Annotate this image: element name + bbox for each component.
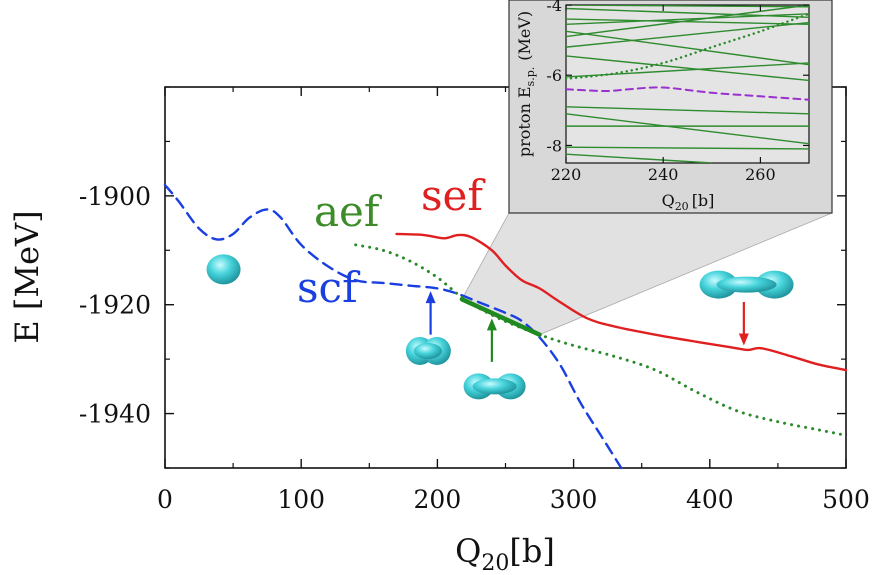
y-tick-label-2: -1900 bbox=[79, 182, 151, 211]
inset-x-title-unit: [b] bbox=[692, 191, 715, 210]
series-scf bbox=[163, 183, 623, 470]
series-transition bbox=[459, 297, 542, 337]
inset-series-dashed-level bbox=[566, 86, 809, 101]
x-tick-label-1: 100 bbox=[277, 485, 325, 514]
x-tick-label-2: 200 bbox=[414, 485, 462, 514]
y-tick-labels: -1940 -1920 -1900 bbox=[79, 182, 151, 429]
inset-x-tick-labels: 220 240 260 bbox=[551, 165, 776, 184]
nucleus-lobe bbox=[206, 254, 241, 285]
x-tick-label-5: 500 bbox=[822, 485, 870, 514]
x-axis-title: Q20[b] bbox=[455, 532, 555, 575]
y-tick-label-1: -1920 bbox=[79, 291, 151, 320]
y-tick-label-0: -1940 bbox=[79, 400, 151, 429]
nucleus-lobe bbox=[413, 342, 442, 359]
inset-level-13 bbox=[566, 153, 712, 163]
inset-y-tick-label-2: -4 bbox=[546, 0, 562, 15]
inset-level-6 bbox=[566, 30, 809, 66]
series-label-aef: aef bbox=[314, 187, 383, 236]
main-plot: 0 100 200 300 400 500 -1940 -1920 -1900 … bbox=[8, 86, 870, 575]
inset-y-axis-title: proton Es.p. (MeV) bbox=[515, 11, 537, 157]
inset-y-title-main: proton E bbox=[515, 86, 534, 157]
inset-level-2 bbox=[566, 18, 809, 26]
x-axis-title-unit: [b] bbox=[509, 532, 554, 570]
inset-tick-marks bbox=[565, 4, 809, 163]
inset-x-tick-label-2: 260 bbox=[745, 165, 776, 184]
inset-x-tick-label-0: 220 bbox=[551, 165, 582, 184]
inset-plot: 220 240 260 -8 -6 -4 Q20 [b] proton Es.p.… bbox=[508, 0, 833, 214]
nucleus-lobe bbox=[716, 276, 777, 293]
annotation-layer bbox=[206, 254, 794, 400]
nucleus-shape-sphere bbox=[206, 254, 241, 285]
series-aef bbox=[354, 243, 848, 437]
inset-x-title-main: Q bbox=[662, 191, 675, 210]
inset-y-tick-labels: -8 -6 -4 bbox=[546, 0, 562, 155]
arrow-2-head bbox=[738, 333, 749, 346]
nucleus-shape-dumbbell-long bbox=[699, 270, 794, 299]
x-axis-title-sub: 20 bbox=[481, 551, 509, 575]
series-label-sef: sef bbox=[421, 171, 486, 220]
x-tick-label-3: 300 bbox=[550, 485, 598, 514]
x-tick-labels: 0 100 200 300 400 500 bbox=[157, 485, 870, 514]
inset-x-title-sub: 20 bbox=[675, 200, 689, 213]
x-tick-label-0: 0 bbox=[157, 485, 173, 514]
inset-y-tick-label-0: -8 bbox=[546, 136, 562, 155]
series-layer bbox=[163, 183, 848, 470]
inset-level-7 bbox=[566, 55, 809, 82]
series-label-scf: scf bbox=[297, 263, 361, 312]
arrow-0-head bbox=[425, 291, 436, 304]
series-sef bbox=[395, 232, 848, 372]
inset-x-axis-title: Q20 [b] bbox=[662, 191, 715, 213]
nucleus-shape-dumbbell-mid bbox=[463, 373, 526, 400]
inset-level-0 bbox=[566, 5, 809, 8]
nucleus-shape-dumbbell-small bbox=[405, 336, 451, 365]
inset-level-3 bbox=[566, 13, 809, 26]
inset-level-9 bbox=[566, 106, 809, 115]
inset-y-title-unit: (MeV) bbox=[515, 11, 534, 61]
inset-level-4 bbox=[566, 5, 809, 38]
inset-level-10 bbox=[566, 113, 809, 145]
arrow-1-head bbox=[486, 318, 497, 331]
inset-level-5 bbox=[566, 21, 809, 48]
inset-x-tick-label-1: 240 bbox=[648, 165, 679, 184]
inset-y-tick-label-1: -6 bbox=[546, 66, 562, 85]
x-tick-label-4: 400 bbox=[686, 485, 734, 514]
inset-series-layer bbox=[566, 5, 809, 163]
inset-level-12 bbox=[566, 146, 809, 150]
nucleus-lobe bbox=[472, 378, 517, 395]
y-axis-title: E [MeV] bbox=[8, 210, 46, 343]
inset-y-title-sub: s.p. bbox=[524, 67, 537, 87]
x-axis-title-main: Q bbox=[455, 532, 481, 570]
